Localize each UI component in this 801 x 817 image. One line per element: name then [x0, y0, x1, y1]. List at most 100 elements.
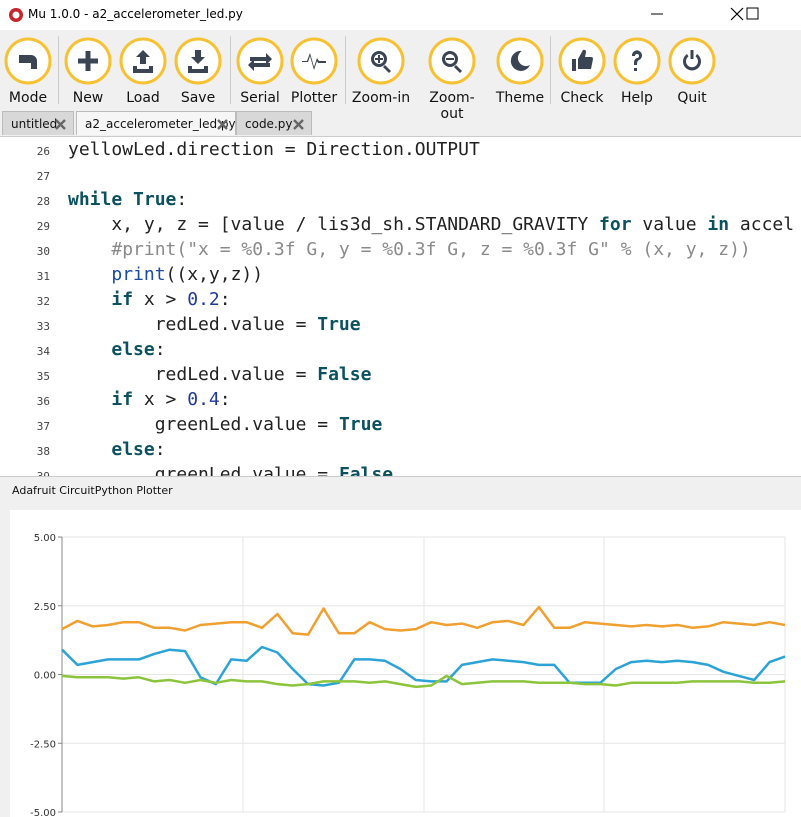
y-tick-label: 0.00 — [34, 671, 56, 682]
code-line: if x > 0.2: — [111, 289, 231, 310]
line-number: 29 — [36, 220, 50, 233]
y-tick-label: -5.00 — [30, 808, 56, 817]
tab[interactable]: a2_accelerometer_led.py — [76, 111, 236, 135]
icon-ring — [668, 37, 716, 85]
tab[interactable]: untitled — [2, 111, 74, 135]
toolbar-button[interactable]: Mode — [0, 36, 58, 106]
close-button[interactable] — [730, 7, 744, 21]
button-label: Zoom-out — [429, 90, 475, 122]
tab-label: code.py — [245, 117, 293, 131]
toolbar-separator — [58, 36, 59, 104]
close-glyph — [217, 119, 228, 130]
line-number: 26 — [36, 145, 50, 158]
button-label: Zoom-in — [351, 90, 411, 106]
icon-glyph — [248, 53, 272, 71]
button-label: Load — [126, 90, 160, 106]
tab[interactable]: code.py — [236, 111, 312, 135]
code-line: else: — [111, 439, 166, 460]
button-icon — [558, 37, 606, 85]
button-label: Serial — [240, 90, 280, 106]
code-line: greenLed.value = True — [68, 414, 383, 435]
y-tick-label: -2.50 — [30, 739, 56, 750]
toolbar-button[interactable]: Theme — [490, 36, 550, 106]
toolbar-separator — [230, 36, 231, 104]
line-number: 34 — [36, 345, 50, 358]
toolbar-button[interactable]: New — [58, 36, 118, 106]
button-label: Check — [560, 90, 604, 106]
icon-ring — [428, 37, 476, 85]
plot-background — [10, 510, 801, 817]
line-number: 35 — [36, 370, 50, 383]
button-icon — [428, 37, 476, 85]
tab-label: untitled — [11, 117, 58, 131]
app-icon — [9, 8, 23, 22]
icon-glyph — [133, 50, 153, 73]
tab-close[interactable] — [293, 119, 304, 130]
button-label: Help — [621, 90, 653, 106]
plotter-chart: 5.00 2.50 0.00 -2.50 -5.00 — [10, 510, 801, 817]
code-editor[interactable]: 26 yellowLed.direction = Direction.OUTPUT… — [0, 136, 801, 476]
code-line: while True: — [68, 189, 188, 210]
code-line: redLed.value = True — [68, 314, 361, 335]
y-tick-label: 5.00 — [34, 533, 56, 544]
code-line: else: — [111, 339, 166, 360]
plotter-title: Adafruit CircuitPython Plotter — [12, 484, 173, 497]
button-icon — [613, 37, 661, 85]
tab-close[interactable] — [55, 119, 66, 130]
icon-glyph — [19, 55, 37, 69]
line-number: 28 — [36, 195, 50, 208]
icon-ring — [357, 37, 405, 85]
line-number: 27 — [36, 170, 50, 183]
code-line: if x > 0.4: — [111, 389, 231, 410]
close-glyph — [55, 119, 66, 130]
icon-ring — [496, 37, 544, 85]
line-number: 37 — [36, 420, 50, 433]
toolbar-button[interactable]: Serial — [230, 36, 290, 106]
button-label: Plotter — [290, 90, 338, 106]
toolbar-separator — [345, 36, 346, 104]
data-line — [61, 605, 786, 636]
toolbar-button[interactable]: Help — [607, 36, 667, 106]
button-label: Quit — [677, 90, 707, 106]
tab-bar: untitled a2_accelerometer_led.py code.py — [0, 111, 801, 136]
line-number: 39 — [0, 470, 50, 476]
code-line: #print("x = %0.3f G, y = %0.3f G, z = %0… — [111, 239, 751, 260]
code-line: print((x,y,z)) — [111, 264, 264, 285]
line-number: 31 — [36, 270, 50, 283]
icon-glyph — [78, 51, 98, 71]
button-label: Theme — [495, 90, 545, 106]
toolbar-button[interactable]: Quit — [662, 36, 722, 106]
icon-glyph — [302, 53, 326, 70]
tab-close[interactable] — [217, 119, 228, 130]
code-line: redLed.value = False — [68, 364, 372, 385]
button-icon — [4, 37, 52, 85]
button-label: Save — [180, 90, 216, 106]
plotter-header: Adafruit CircuitPython Plotter — [0, 476, 801, 503]
toolbar-button[interactable]: Zoom-out — [422, 36, 482, 122]
line-number: 38 — [36, 445, 50, 458]
button-icon — [64, 37, 112, 85]
title-bar: Mu 1.0.0 - a2_accelerometer_led.py — [0, 0, 801, 30]
icon-glyph — [631, 50, 642, 71]
icon-glyph — [683, 50, 701, 71]
toolbar-button[interactable]: Check — [552, 36, 612, 106]
code-line: yellowLed.direction = Direction.OUTPUT — [68, 139, 480, 160]
button-icon — [119, 37, 167, 85]
button-icon — [236, 37, 284, 85]
button-icon — [290, 37, 338, 85]
toolbar-button[interactable]: Save — [168, 36, 228, 106]
data-line — [61, 645, 786, 687]
toolbar-button[interactable]: Zoom-in — [351, 36, 411, 106]
toolbar-button[interactable]: Load — [113, 36, 173, 106]
toolbar-button[interactable]: Plotter — [284, 36, 344, 106]
button-icon — [357, 37, 405, 85]
tab-label: a2_accelerometer_led.py — [85, 117, 236, 131]
line-number: 30 — [36, 245, 50, 258]
window-title: Mu 1.0.0 - a2_accelerometer_led.py — [28, 7, 243, 21]
code-line: x, y, z = [value / lis3d_sh.STANDARD_GRA… — [68, 214, 795, 235]
icon-glyph — [510, 50, 530, 71]
button-icon — [496, 37, 544, 85]
y-tick-label: 2.50 — [34, 602, 56, 613]
line-number: 36 — [36, 395, 50, 408]
line-number: 32 — [36, 295, 50, 308]
